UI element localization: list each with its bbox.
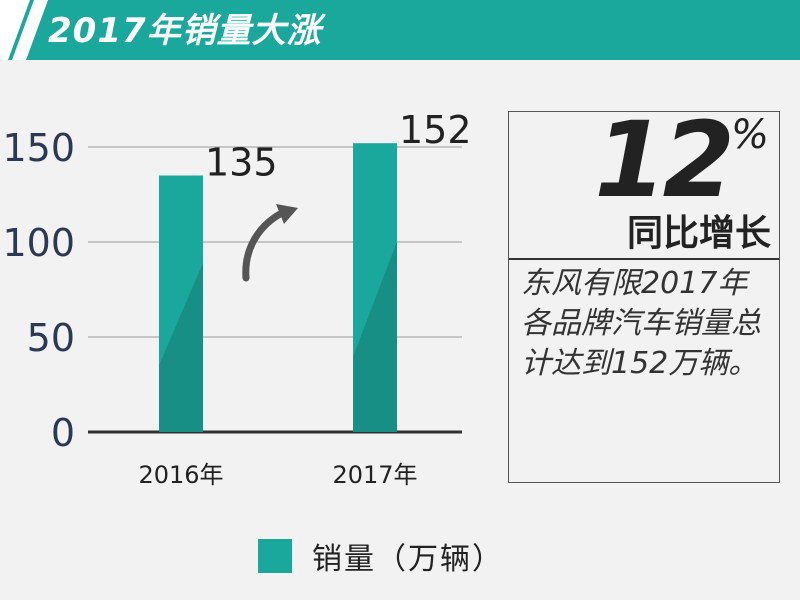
info-divider	[509, 258, 779, 260]
sales-description: 东风有限2017年各品牌汽车销量总计达到152万辆。	[521, 266, 761, 381]
x-tick-label: 2017年	[332, 461, 417, 489]
growth-number: 12	[594, 99, 735, 221]
x-axis-ticks: 2016年 2017年	[138, 461, 417, 489]
data-labels: 135 152	[205, 108, 472, 184]
y-tick-label: 50	[27, 316, 75, 360]
growth-arrow-shaft	[242, 210, 284, 282]
bar-shade	[353, 241, 397, 432]
y-tick-label: 150	[2, 126, 75, 170]
grid-lines	[88, 146, 462, 434]
banner-stripe-accent	[12, 0, 48, 60]
data-label: 152	[399, 108, 472, 152]
chart-legend: 销量（万辆）	[258, 534, 504, 578]
growth-info-box: 12 % 同比增长 东风有限2017年各品牌汽车销量总计达到152万辆。	[508, 100, 780, 483]
title-banner: 2017年销量大涨	[0, 0, 800, 60]
growth-arrow	[242, 204, 298, 282]
banner-shape	[0, 0, 800, 60]
bars	[159, 143, 397, 432]
growth-arrow-head	[276, 204, 298, 224]
y-axis-ticks: 0 50 100 150	[2, 126, 75, 455]
legend-label: 销量（万辆）	[312, 542, 504, 577]
banner-stripe-white	[0, 0, 30, 60]
y-tick-label: 100	[2, 221, 75, 265]
data-label: 135	[205, 141, 278, 185]
page-title: 2017年销量大涨	[48, 11, 322, 51]
growth-label: 同比增长	[626, 213, 771, 254]
bar-shade	[159, 262, 203, 432]
x-tick-label: 2016年	[138, 461, 223, 489]
banner-bar	[0, 0, 800, 60]
legend-swatch	[258, 539, 292, 573]
percent-sign: %	[730, 112, 769, 158]
y-tick-label: 0	[51, 411, 75, 455]
